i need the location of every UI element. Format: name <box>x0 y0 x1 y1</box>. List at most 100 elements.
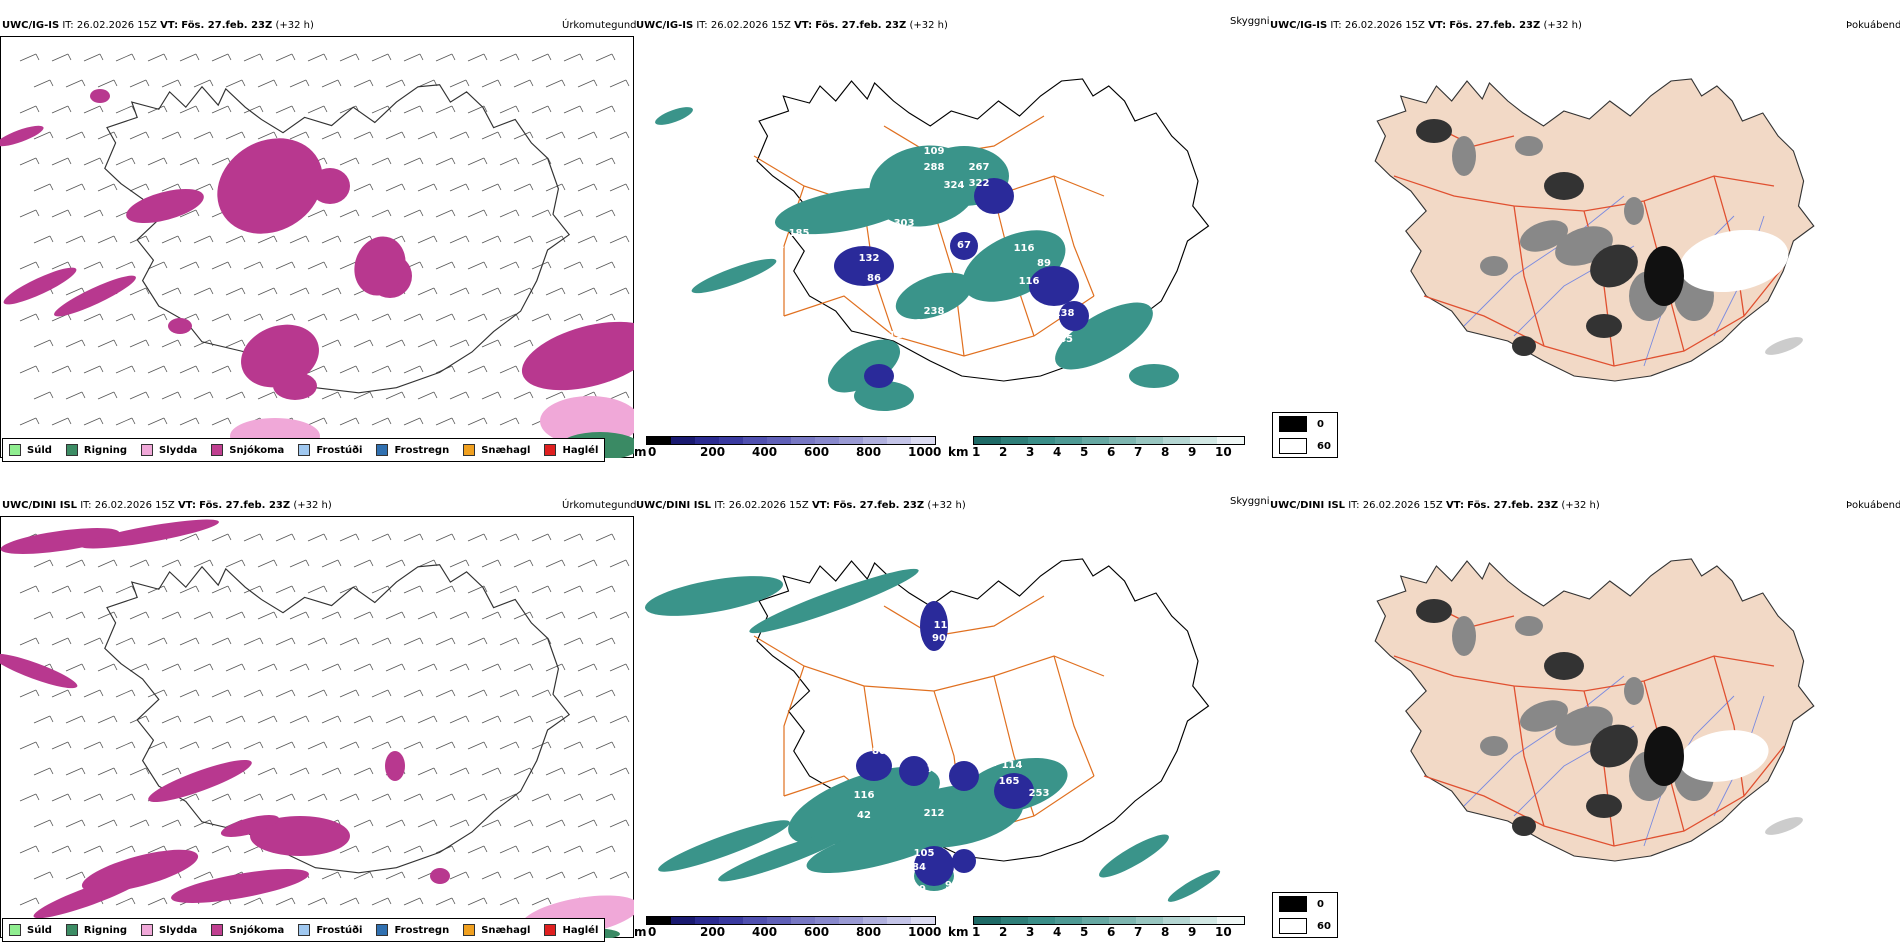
low-visibility-area <box>827 339 901 393</box>
fog-area <box>1590 724 1638 768</box>
legend-item: Súld <box>9 444 52 456</box>
cloud-base-value: 147 <box>979 758 1000 769</box>
cloud-base-area <box>834 246 894 286</box>
legend-swatch <box>544 444 557 456</box>
legend-item: Súld <box>9 924 52 936</box>
colorbar-tick: 4 <box>1053 445 1062 459</box>
iceland-outline <box>756 78 1210 382</box>
init-time: IT: 26.02.2026 15Z <box>1348 500 1443 511</box>
valid-time-label: VT: <box>160 20 179 31</box>
snow-area <box>217 138 323 234</box>
init-time: IT: 26.02.2026 15Z <box>696 20 791 31</box>
snow-area <box>273 372 317 400</box>
cloud-base-value: 86 <box>867 273 881 284</box>
cloud-base-value: 165 <box>999 776 1020 787</box>
legend-swatch <box>65 444 78 456</box>
colorbar-cell <box>839 917 863 924</box>
snow-area <box>168 318 192 334</box>
legend-item: Frostregn <box>376 444 449 456</box>
lead-time: (+32 h) <box>909 20 948 31</box>
low-visibility-area <box>749 568 919 634</box>
colorbar-tick: 4 <box>1053 925 1062 939</box>
fog-area <box>1515 616 1543 636</box>
colorbar-cell <box>695 917 719 924</box>
colorbar-tick: 9 <box>1188 445 1197 459</box>
snow-area <box>220 815 280 837</box>
fog-legend-label: 0 <box>1317 418 1324 430</box>
model-name: UWC/IG-IS <box>2 20 60 31</box>
legend-label: Haglél <box>562 444 599 456</box>
cloud-base-value: 253 <box>1029 788 1050 799</box>
colorbar-tick: 800 <box>856 925 882 939</box>
fog-area <box>1515 136 1543 156</box>
model-name: UWC/IG-IS <box>636 20 694 31</box>
valid-time: Fös. 27.feb. 23Z <box>833 500 925 511</box>
cloud-base-value: 84 <box>912 862 926 873</box>
init-time: IT: 26.02.2026 15Z <box>62 20 157 31</box>
cloud-base-area <box>1059 301 1089 331</box>
colorbar-cell <box>1055 917 1082 924</box>
colorbar-cell <box>839 437 863 444</box>
cloud-base-value: 185 <box>789 228 810 239</box>
colorbar-tick: 2 <box>999 925 1008 939</box>
fog-area <box>1590 244 1638 288</box>
snow-area <box>171 869 309 903</box>
valid-time: Fös. 27.feb. 23Z <box>1467 500 1559 511</box>
cloud-base-value: 592 <box>1209 378 1230 389</box>
colorbar-unit: km <box>948 925 969 939</box>
cloud-base-value: 859 <box>724 566 745 577</box>
legend-swatch <box>376 924 389 936</box>
colorbar-tick: 5 <box>1080 445 1089 459</box>
legend-item: Frostregn <box>376 924 449 936</box>
colorbar-cell <box>1217 437 1244 444</box>
valid-time-label: VT: <box>1445 500 1464 511</box>
colorbar-tick: 600 <box>804 925 830 939</box>
cloud-map: 967 859 841 114 90 170 87 80 130 82 79 116 42 212 0414… <box>645 558 1221 903</box>
visibility-colorbar: km 1 2 3 4 5 6 7 8 9 10 <box>948 916 1248 939</box>
visibility-colorbar: km 1 2 3 4 5 6 7 8 9 10 <box>948 436 1248 459</box>
valid-time-label: VT: <box>177 500 196 511</box>
fog-legend-label: 60 <box>1317 440 1331 452</box>
colorbar-strip <box>973 916 1245 925</box>
cloud-base-value: 303 <box>894 218 915 229</box>
cloud-base-value: 114 <box>934 620 955 631</box>
cloud-base-value: 128 <box>944 384 965 395</box>
cloud-base-value: 116 <box>854 790 875 801</box>
panel-header: UWC/DINI ISL IT: 26.02.2026 15Z VT: Fös.… <box>1270 500 1600 511</box>
legend-label: Haglél <box>562 924 599 936</box>
legend-swatch <box>141 924 154 936</box>
colorbar-unit: km <box>948 445 969 459</box>
snow-area <box>310 168 350 204</box>
cloud-visibility-panel: UWC/IG-IS IT: 26.02.2026 15Z VT: Fös. 27… <box>634 0 1274 470</box>
colorbar-cell <box>1109 437 1136 444</box>
colorbar-cell <box>1028 917 1055 924</box>
colorbar-tick: 200 <box>700 925 726 939</box>
fog-area <box>1586 794 1622 818</box>
legend-swatch <box>298 924 311 936</box>
model-name: UWC/DINI ISL <box>1270 500 1346 511</box>
panel-title: Skyggni <box>1230 496 1270 507</box>
legend-item: Slydda <box>141 444 197 456</box>
snow-area <box>241 324 319 388</box>
wind-barbs <box>19 53 630 426</box>
clear-area <box>1679 229 1789 293</box>
fog-legend-item: 0 <box>1273 893 1337 915</box>
fog-area <box>1512 816 1536 836</box>
colorbar-cell <box>863 917 887 924</box>
fog-area <box>1624 197 1644 225</box>
panel-title: Úrkomutegund <box>562 20 637 31</box>
colorbar-tick: 5 <box>1080 925 1089 939</box>
cloud-base-value: 322 <box>969 178 990 189</box>
colorbar-cell <box>887 917 911 924</box>
colorbar-tick: 1 <box>972 925 981 939</box>
legend-swatch <box>298 444 311 456</box>
colorbar-cell <box>1136 917 1163 924</box>
colorbar-cell <box>1055 437 1082 444</box>
fog-legend-swatch <box>1279 896 1307 912</box>
legend-label: Rigning <box>83 444 128 456</box>
legend-label: Frostregn <box>394 924 450 936</box>
colorbar-cell <box>719 917 743 924</box>
cloud-base-value: 116 <box>1019 276 1040 287</box>
fog-index-panel: UWC/DINI ISL IT: 26.02.2026 15Z VT: Fös.… <box>1268 480 1900 950</box>
colorbar-tick: 3 <box>1026 925 1035 939</box>
